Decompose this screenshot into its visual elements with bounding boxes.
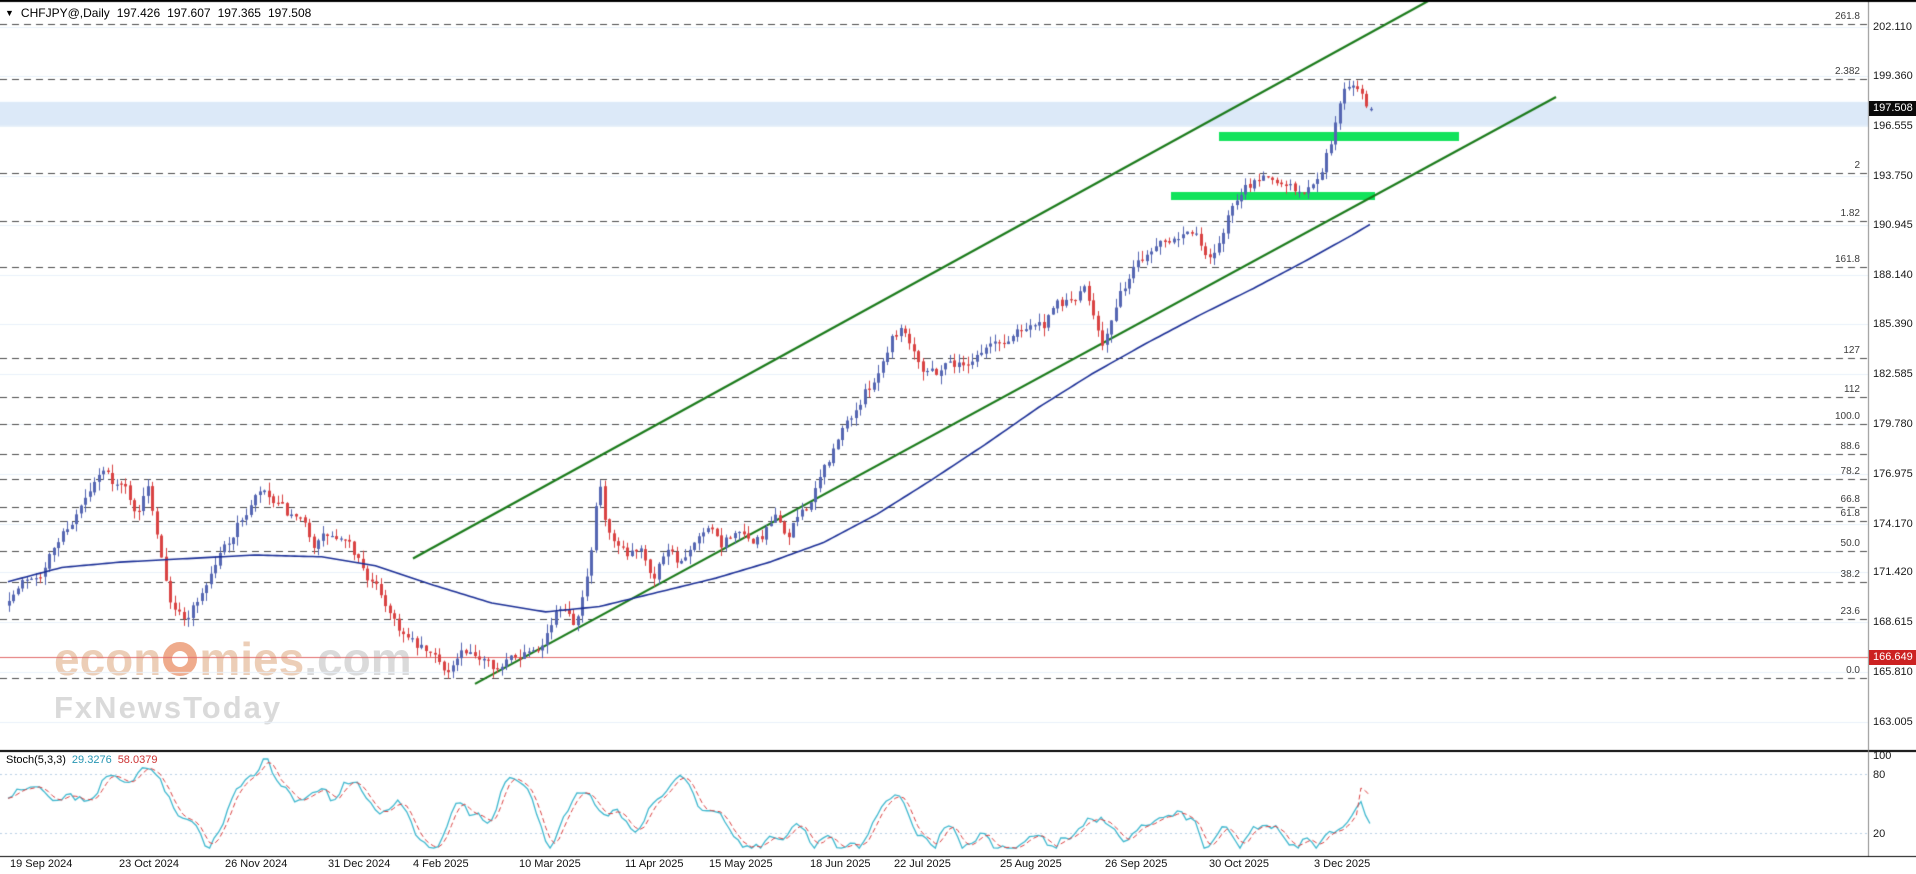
fib-level-label: 66.8 [1840,494,1860,505]
date-tick-label: 10 Mar 2025 [519,858,581,870]
fib-level-label: 88.6 [1840,441,1860,452]
fib-level-label: 2 [1854,160,1860,171]
last-price-tag: 197.508 [1869,101,1916,116]
stochastic-k-value: 29.3276 [71,754,112,766]
price-tick-label: 185.390 [1873,318,1913,330]
price-tick-label: 193.750 [1873,170,1913,182]
fib-level-label: 161.8 [1834,254,1860,265]
date-tick-label: 4 Feb 2025 [413,858,469,870]
date-tick-label: 22 Jul 2025 [894,858,951,870]
fib-level-label: 127 [1843,345,1860,356]
price-tick-label: 163.005 [1873,716,1913,728]
stochastic-name: Stoch(5,3,3) [6,754,66,766]
price-tick-label: 182.585 [1873,368,1913,380]
date-tick-label: 26 Nov 2024 [225,858,288,870]
chart-header: ▼ CHFJPY@,Daily 197.426 197.607 197.365 … [5,6,311,20]
fib-level-label: 100.0 [1834,411,1860,422]
ohlc-close: 197.508 [267,6,312,20]
ohlc-low: 197.365 [217,6,261,20]
date-tick-label: 26 Sep 2025 [1105,858,1168,870]
stochastic-tick-label: 20 [1873,828,1886,840]
ohlc-high: 197.607 [167,6,211,20]
fib-level-label: 61.8 [1840,508,1860,519]
price-tick-label: 176.975 [1873,468,1913,480]
fib-level-label: 1.82 [1840,208,1860,219]
stochastic-indicator-label: Stoch(5,3,3) 29.3276 58.0379 [6,754,157,766]
date-tick-label: 30 Oct 2025 [1209,858,1269,870]
price-tick-label: 188.140 [1873,269,1913,281]
fib-level-label: 78.2 [1840,466,1860,477]
price-tick-label: 165.810 [1873,666,1913,678]
date-tick-label: 15 May 2025 [709,858,773,870]
date-tick-label: 31 Dec 2024 [328,858,391,870]
fib-level-label: 0.0 [1846,665,1860,676]
price-tick-label: 174.170 [1873,518,1913,530]
date-tick-label: 3 Dec 2025 [1314,858,1371,870]
collapse-triangle-icon[interactable]: ▼ [5,8,14,18]
stochastic-tick-label: 100 [1873,750,1892,762]
price-tick-label: 171.420 [1873,566,1913,578]
price-tick-label: 202.110 [1873,21,1912,33]
fib-level-label: 261.8 [1834,11,1860,22]
alert-price-tag: 166.649 [1869,650,1916,665]
symbol-timeframe-label: CHFJPY@,Daily [20,6,110,20]
price-tick-label: 196.555 [1873,120,1913,132]
fib-level-label: 38.2 [1840,569,1860,580]
price-tick-label: 190.945 [1873,219,1913,231]
price-tick-label: 168.615 [1873,616,1913,628]
ohlc-open: 197.426 [116,6,161,20]
date-tick-label: 23 Oct 2024 [119,858,179,870]
date-tick-label: 18 Jun 2025 [810,858,871,870]
fib-level-label: 50.0 [1840,538,1860,549]
stochastic-d-value: 58.0379 [117,754,158,766]
fib-level-label: 23.6 [1840,606,1860,617]
price-tick-label: 179.780 [1873,418,1913,430]
date-tick-label: 25 Aug 2025 [1000,858,1062,870]
fib-level-label: 112 [1844,384,1860,395]
price-tick-label: 199.360 [1873,70,1913,82]
fib-level-label: 2.382 [1834,66,1860,77]
date-tick-label: 11 Apr 2025 [625,858,684,870]
date-tick-label: 19 Sep 2024 [10,858,73,870]
stochastic-tick-label: 80 [1873,769,1886,781]
